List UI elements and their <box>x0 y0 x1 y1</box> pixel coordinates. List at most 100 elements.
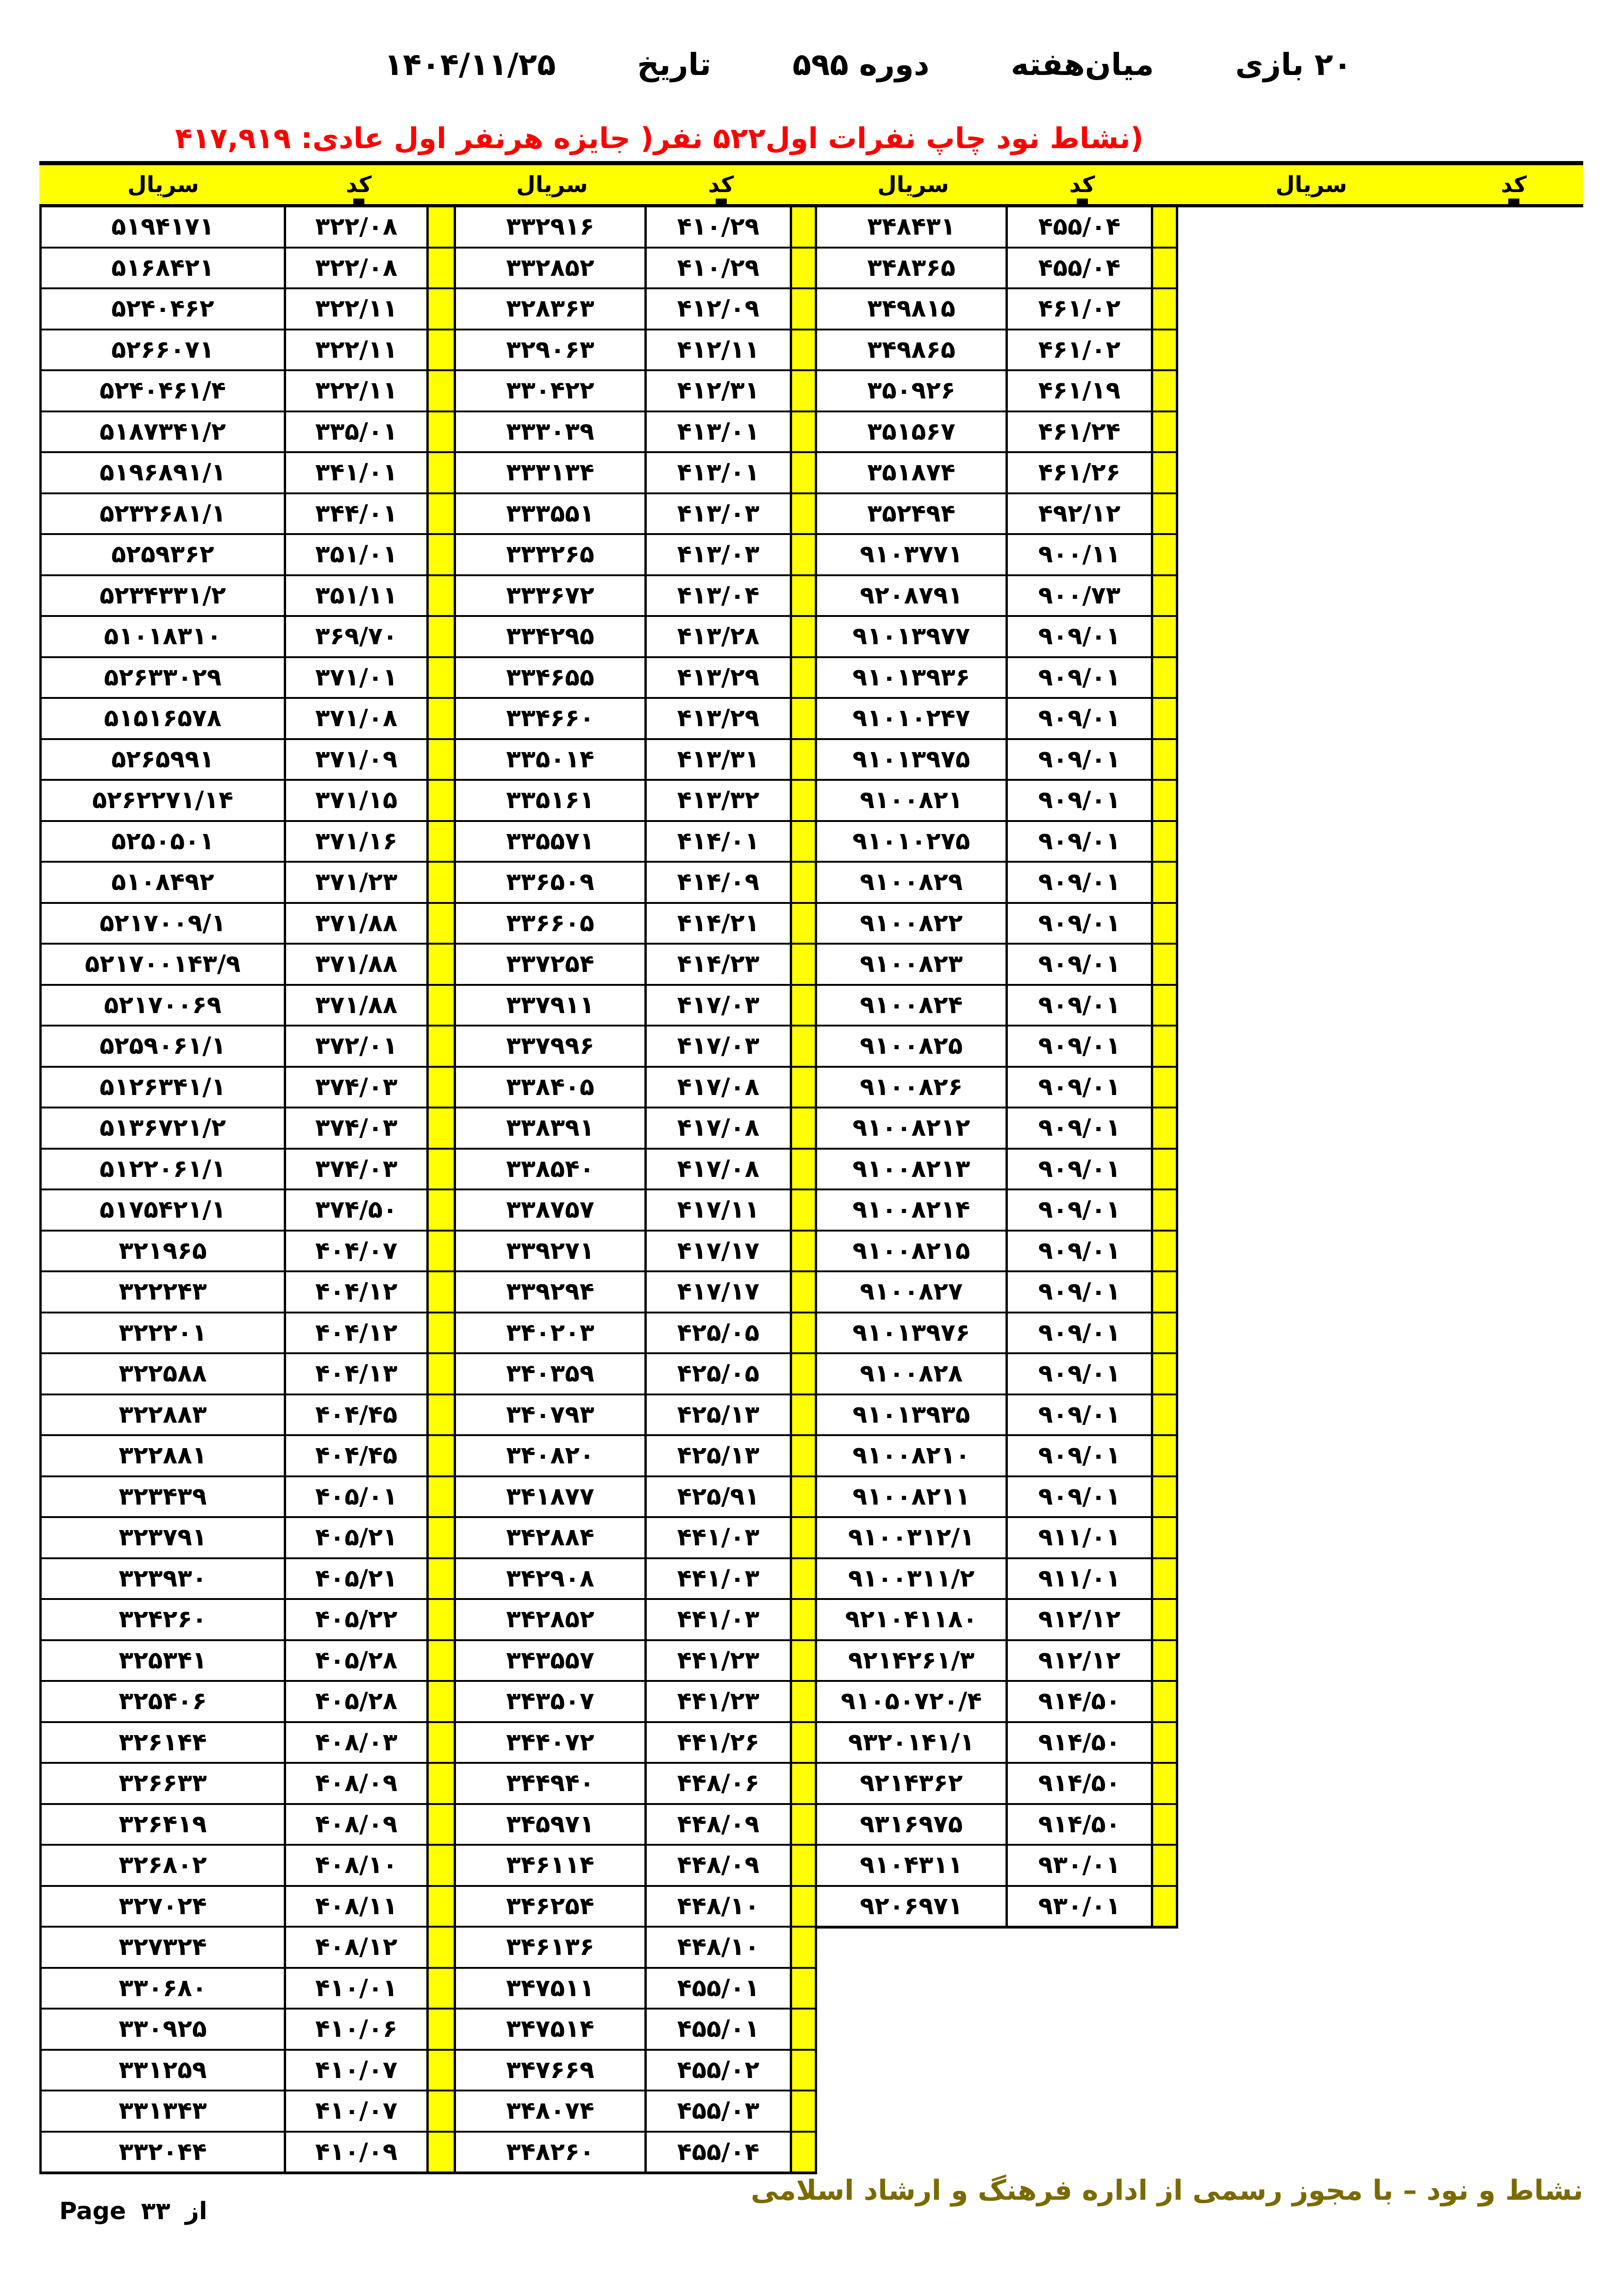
code-cell: ۳۷۴/۰۳ <box>286 1149 429 1190</box>
table-row: ۳۲۸۳۶۳ ۴۱۲/۰۹ <box>456 289 817 330</box>
table-row: ۹۳۲۰۱۴۱/۱ ۹۱۴/۵۰ <box>817 1723 1178 1764</box>
table-row: ۵۲۶۶۰۷۱ ۳۲۲/۱۱ <box>42 330 456 371</box>
header-separator-1 <box>431 165 456 204</box>
subtitle-winner-count: ۵۲۲ نفر <box>653 121 766 155</box>
yellow-separator <box>429 1764 456 1805</box>
serial-cell: ۳۳۶۶۰۵ <box>456 903 647 945</box>
code-cell: ۳۲۲/۱۱ <box>286 289 429 330</box>
code-cell: ۳۷۱/۱۶ <box>286 821 429 863</box>
serial-cell: ۳۲۳۷۹۱ <box>42 1518 287 1559</box>
code-cell: ۳۳۵/۰۱ <box>286 412 429 453</box>
yellow-separator <box>792 1723 817 1764</box>
yellow-separator <box>1153 1559 1178 1600</box>
table-row: ۹۱۰۴۳۱۱ ۹۳۰/۰۱ <box>817 1846 1178 1887</box>
table-row: ۳۴۰۸۲۰ ۴۲۵/۱۳ <box>456 1436 817 1477</box>
table-row: ۳۵۱۸۷۴ ۴۶۱/۲۶ <box>817 453 1178 494</box>
table-row: ۵۱۷۵۴۲۱/۱ ۳۷۴/۵۰ <box>42 1190 456 1232</box>
title-period: دوره ۵۹۵ <box>792 46 930 82</box>
table-row: ۵۱۰۱۸۳۱۰ ۳۶۹/۷۰ <box>42 617 456 658</box>
serial-cell: ۹۱۰۰۸۲۱ <box>817 781 1008 822</box>
code-cell: ۳۷۱/۰۹ <box>286 740 429 781</box>
yellow-separator <box>792 1190 817 1232</box>
code-cell: ۴۵۵/۰۴ <box>1008 207 1153 249</box>
yellow-separator <box>792 1968 817 2010</box>
yellow-separator <box>429 412 456 453</box>
code-cell: ۴۴۱/۲۶ <box>647 1723 792 1764</box>
code-cell: ۴۰۴/۱۳ <box>286 1354 429 1395</box>
yellow-separator <box>1153 207 1178 249</box>
serial-cell: ۳۳۳۱۳۴ <box>456 453 647 494</box>
table-row: ۵۱۰۸۴۹۲ ۳۷۱/۲۳ <box>42 863 456 904</box>
yellow-separator <box>1153 1518 1178 1559</box>
yellow-separator <box>1153 1027 1178 1068</box>
code-cell: ۳۲۲/۱۱ <box>286 330 429 371</box>
table-row: ۳۳۴۲۹۵ ۴۱۳/۲۸ <box>456 617 817 658</box>
code-cell: ۴۱۰/۰۹ <box>286 2132 429 2173</box>
serial-cell: ۳۳۸۳۹۱ <box>456 1108 647 1150</box>
table-row: ۹۱۰۰۸۲۲ ۹۰۹/۰۱ <box>817 903 1178 945</box>
yellow-separator <box>1153 1190 1178 1232</box>
yellow-separator <box>792 658 817 699</box>
code-cell: ۴۴۱/۰۳ <box>647 1600 792 1641</box>
yellow-separator <box>1153 1886 1178 1928</box>
yellow-separator <box>1153 1682 1178 1723</box>
yellow-separator <box>792 2010 817 2051</box>
table-row: ۹۱۰۱۳۹۷۵ ۹۰۹/۰۱ <box>817 740 1178 781</box>
serial-cell: ۳۲۲۲۴۳ <box>42 1272 287 1313</box>
serial-cell: ۹۱۰۱۳۹۷۶ <box>817 1313 1008 1354</box>
table-row: ۳۲۹۰۶۳ ۴۱۲/۱۱ <box>456 330 817 371</box>
serial-cell: ۳۳۳۰۳۹ <box>456 412 647 453</box>
yellow-separator <box>792 740 817 781</box>
table-row: ۳۴۸۴۳۱ ۴۵۵/۰۴ <box>817 207 1178 249</box>
code-cell: ۴۱۲/۰۹ <box>647 289 792 330</box>
yellow-separator <box>429 1313 456 1354</box>
yellow-separator <box>429 494 456 535</box>
code-cell: ۴۵۵/۰۲ <box>647 2050 792 2091</box>
yellow-separator <box>429 1928 456 1969</box>
serial-cell: ۹۱۰۰۸۲۱۳ <box>817 1149 1008 1190</box>
table-row: ۳۲۷۰۲۴ ۴۰۸/۱۱ <box>42 1886 456 1928</box>
code-cell: ۴۹۲/۱۲ <box>1008 494 1153 535</box>
table-row: ۳۴۰۲۰۳ ۴۲۵/۰۵ <box>456 1313 817 1354</box>
serial-cell: ۹۱۰۱۳۹۳۶ <box>817 658 1008 699</box>
yellow-separator <box>1153 658 1178 699</box>
serial-cell: ۹۱۰۰۸۲۹ <box>817 863 1008 904</box>
table-row: ۹۱۰۱۳۹۷۶ ۹۰۹/۰۱ <box>817 1313 1178 1354</box>
table-row: ۹۱۰۰۳۱۱/۲ ۹۱۱/۰۱ <box>817 1559 1178 1600</box>
serial-cell: ۳۳۲۸۵۲ <box>456 248 647 289</box>
yellow-separator <box>429 248 456 289</box>
code-cell: ۹۰۹/۰۱ <box>1008 903 1153 945</box>
yellow-separator <box>429 1108 456 1150</box>
yellow-separator <box>1153 371 1178 412</box>
table-row: ۹۲۱۴۲۶۱/۳ ۹۱۲/۱۲ <box>817 1641 1178 1682</box>
yellow-separator <box>792 1272 817 1313</box>
serial-cell: ۵۱۶۸۴۲۱ <box>42 248 287 289</box>
table-row: ۳۴۶۱۳۶ ۴۴۸/۱۰ <box>456 1928 817 1969</box>
yellow-separator <box>429 1231 456 1272</box>
serial-cell: ۳۳۰۹۲۵ <box>42 2010 287 2051</box>
serial-cell: ۳۴۷۶۶۹ <box>456 2050 647 2091</box>
table-row: ۳۲۴۲۶۰ ۴۰۵/۲۲ <box>42 1600 456 1641</box>
serial-cell: ۹۱۰۰۳۱۱/۲ <box>817 1559 1008 1600</box>
table-row: ۳۳۴۶۶۰ ۴۱۳/۲۹ <box>456 699 817 740</box>
code-cell: ۹۰۰/۷۳ <box>1008 576 1153 617</box>
table-row: ۳۴۹۸۱۵ ۴۶۱/۰۲ <box>817 289 1178 330</box>
table-group-1: ۵۱۹۴۱۷۱ ۳۲۲/۰۸ ۵۱۶۸۴۲۱ ۳۲۲/۰۸ ۵۲۴۰۴۶۲ ۳۲۲/۱۱ ۵… <box>39 207 456 2174</box>
code-cell: ۴۰۵/۲۱ <box>286 1559 429 1600</box>
serial-cell: ۹۲۱۰۴۱۱۸۰ <box>817 1600 1008 1641</box>
code-cell: ۴۰۸/۰۳ <box>286 1723 429 1764</box>
table-row: ۹۱۰۰۸۲۹ ۹۰۹/۰۱ <box>817 863 1178 904</box>
yellow-separator <box>792 535 817 576</box>
yellow-separator <box>1153 1600 1178 1641</box>
yellow-separator <box>429 2050 456 2091</box>
serial-cell: ۹۱۰۱۳۹۷۷ <box>817 617 1008 658</box>
serial-cell: ۳۳۰۴۲۲ <box>456 371 647 412</box>
code-cell: ۴۱۳/۰۱ <box>647 412 792 453</box>
yellow-separator <box>1153 248 1178 289</box>
yellow-separator <box>1153 1354 1178 1395</box>
title-games-count: ۲۰ بازی <box>1235 46 1352 82</box>
serial-cell: ۳۵۰۹۲۶ <box>817 371 1008 412</box>
serial-cell: ۳۴۳۵۰۷ <box>456 1682 647 1723</box>
table-row: ۳۳۰۹۲۵ ۴۱۰/۰۶ <box>42 2010 456 2051</box>
code-cell: ۴۶۱/۰۲ <box>1008 289 1153 330</box>
